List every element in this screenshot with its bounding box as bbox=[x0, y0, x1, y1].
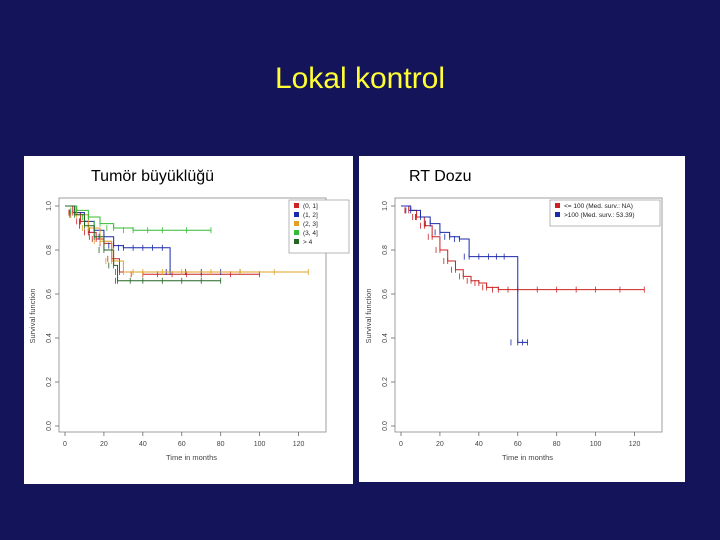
x-tick-label: 60 bbox=[514, 441, 522, 448]
y-tick-label: 1.0 bbox=[382, 201, 389, 211]
legend-swatch bbox=[294, 203, 299, 208]
x-tick-label: 40 bbox=[139, 441, 147, 448]
x-axis-label: Time in months bbox=[166, 453, 217, 462]
legend: <= 100 (Med. surv.: NA) >100 (Med. surv.:… bbox=[549, 199, 661, 227]
y-axis-label: Survival function bbox=[28, 288, 37, 343]
y-tick-label: 1.0 bbox=[46, 201, 53, 211]
legend-label: (3, 4] bbox=[303, 230, 318, 237]
x-tick-label: 20 bbox=[436, 441, 444, 448]
legend-label: <= 100 (Med. surv.: NA) bbox=[564, 203, 633, 210]
legend-swatch bbox=[294, 212, 299, 217]
y-tick-label: 0.2 bbox=[382, 377, 389, 387]
legend-label: (0, 1] bbox=[303, 203, 318, 210]
y-tick-label: 0.2 bbox=[46, 377, 53, 387]
legend-label: > 4 bbox=[303, 239, 313, 246]
y-tick-label: 0.6 bbox=[382, 289, 389, 299]
x-tick-label: 80 bbox=[553, 441, 561, 448]
plot-frame bbox=[58, 197, 327, 433]
chart-panel-rt-dose: RT Dozu 0 20 40 60 80 100 120 0.0 0.2 0.4 0.6 0.8 1.… bbox=[359, 156, 685, 482]
legend-swatch bbox=[294, 239, 299, 244]
legend: (0, 1] (1, 2] (2, 3] (3, 4] > 4 bbox=[288, 199, 350, 254]
y-tick-label: 0.0 bbox=[382, 421, 389, 431]
series-line bbox=[65, 205, 241, 273]
x-tick-label: 100 bbox=[254, 441, 266, 448]
y-axis-label: Survival function bbox=[364, 288, 373, 343]
x-tick-label: 0 bbox=[399, 441, 403, 448]
x-tick-label: 80 bbox=[217, 441, 225, 448]
slide-title: Lokal kontrol bbox=[274, 62, 446, 95]
legend-swatch bbox=[294, 221, 299, 226]
y-tick-label: 0.4 bbox=[46, 333, 53, 343]
series-line bbox=[65, 205, 211, 231]
km-chart-tumor-size: 0 20 40 60 80 100 120 0.0 0.2 0.4 0.6 0.8 1.0 Time in… bbox=[28, 197, 350, 462]
chart-title: RT Dozu bbox=[409, 168, 472, 185]
chart-panel-tumor-size: Tumör büyüklüğü 0 20 40 60 80 100 120 0.0 0.2 0.4… bbox=[24, 156, 353, 484]
legend-swatch bbox=[555, 203, 560, 208]
legend-box bbox=[549, 199, 661, 227]
y-tick-label: 0.0 bbox=[46, 421, 53, 431]
legend-label: (1, 2] bbox=[303, 212, 318, 219]
x-tick-label: 60 bbox=[178, 441, 186, 448]
km-chart-rt-dose: 0 20 40 60 80 100 120 0.0 0.2 0.4 0.6 0.8 1.0 Time in… bbox=[364, 197, 663, 462]
x-tick-label: 100 bbox=[590, 441, 602, 448]
x-axis-label: Time in months bbox=[502, 453, 553, 462]
x-tick-label: 20 bbox=[100, 441, 108, 448]
x-tick-label: 0 bbox=[63, 441, 67, 448]
x-tick-label: 120 bbox=[293, 441, 305, 448]
legend-label: >100 (Med. surv.: 53.39) bbox=[564, 212, 635, 219]
legend-box bbox=[288, 199, 350, 254]
legend-swatch bbox=[555, 212, 560, 217]
legend-swatch bbox=[294, 230, 299, 235]
y-tick-label: 0.8 bbox=[46, 245, 53, 255]
chart-title: Tumör büyüklüğü bbox=[91, 168, 215, 185]
y-tick-label: 0.4 bbox=[382, 333, 389, 343]
x-tick-label: 120 bbox=[629, 441, 641, 448]
y-tick-label: 0.6 bbox=[46, 289, 53, 299]
y-tick-label: 0.8 bbox=[382, 245, 389, 255]
legend-label: (2, 3] bbox=[303, 221, 318, 228]
plot-frame bbox=[394, 197, 663, 433]
x-tick-label: 40 bbox=[475, 441, 483, 448]
series-line bbox=[401, 205, 528, 343]
